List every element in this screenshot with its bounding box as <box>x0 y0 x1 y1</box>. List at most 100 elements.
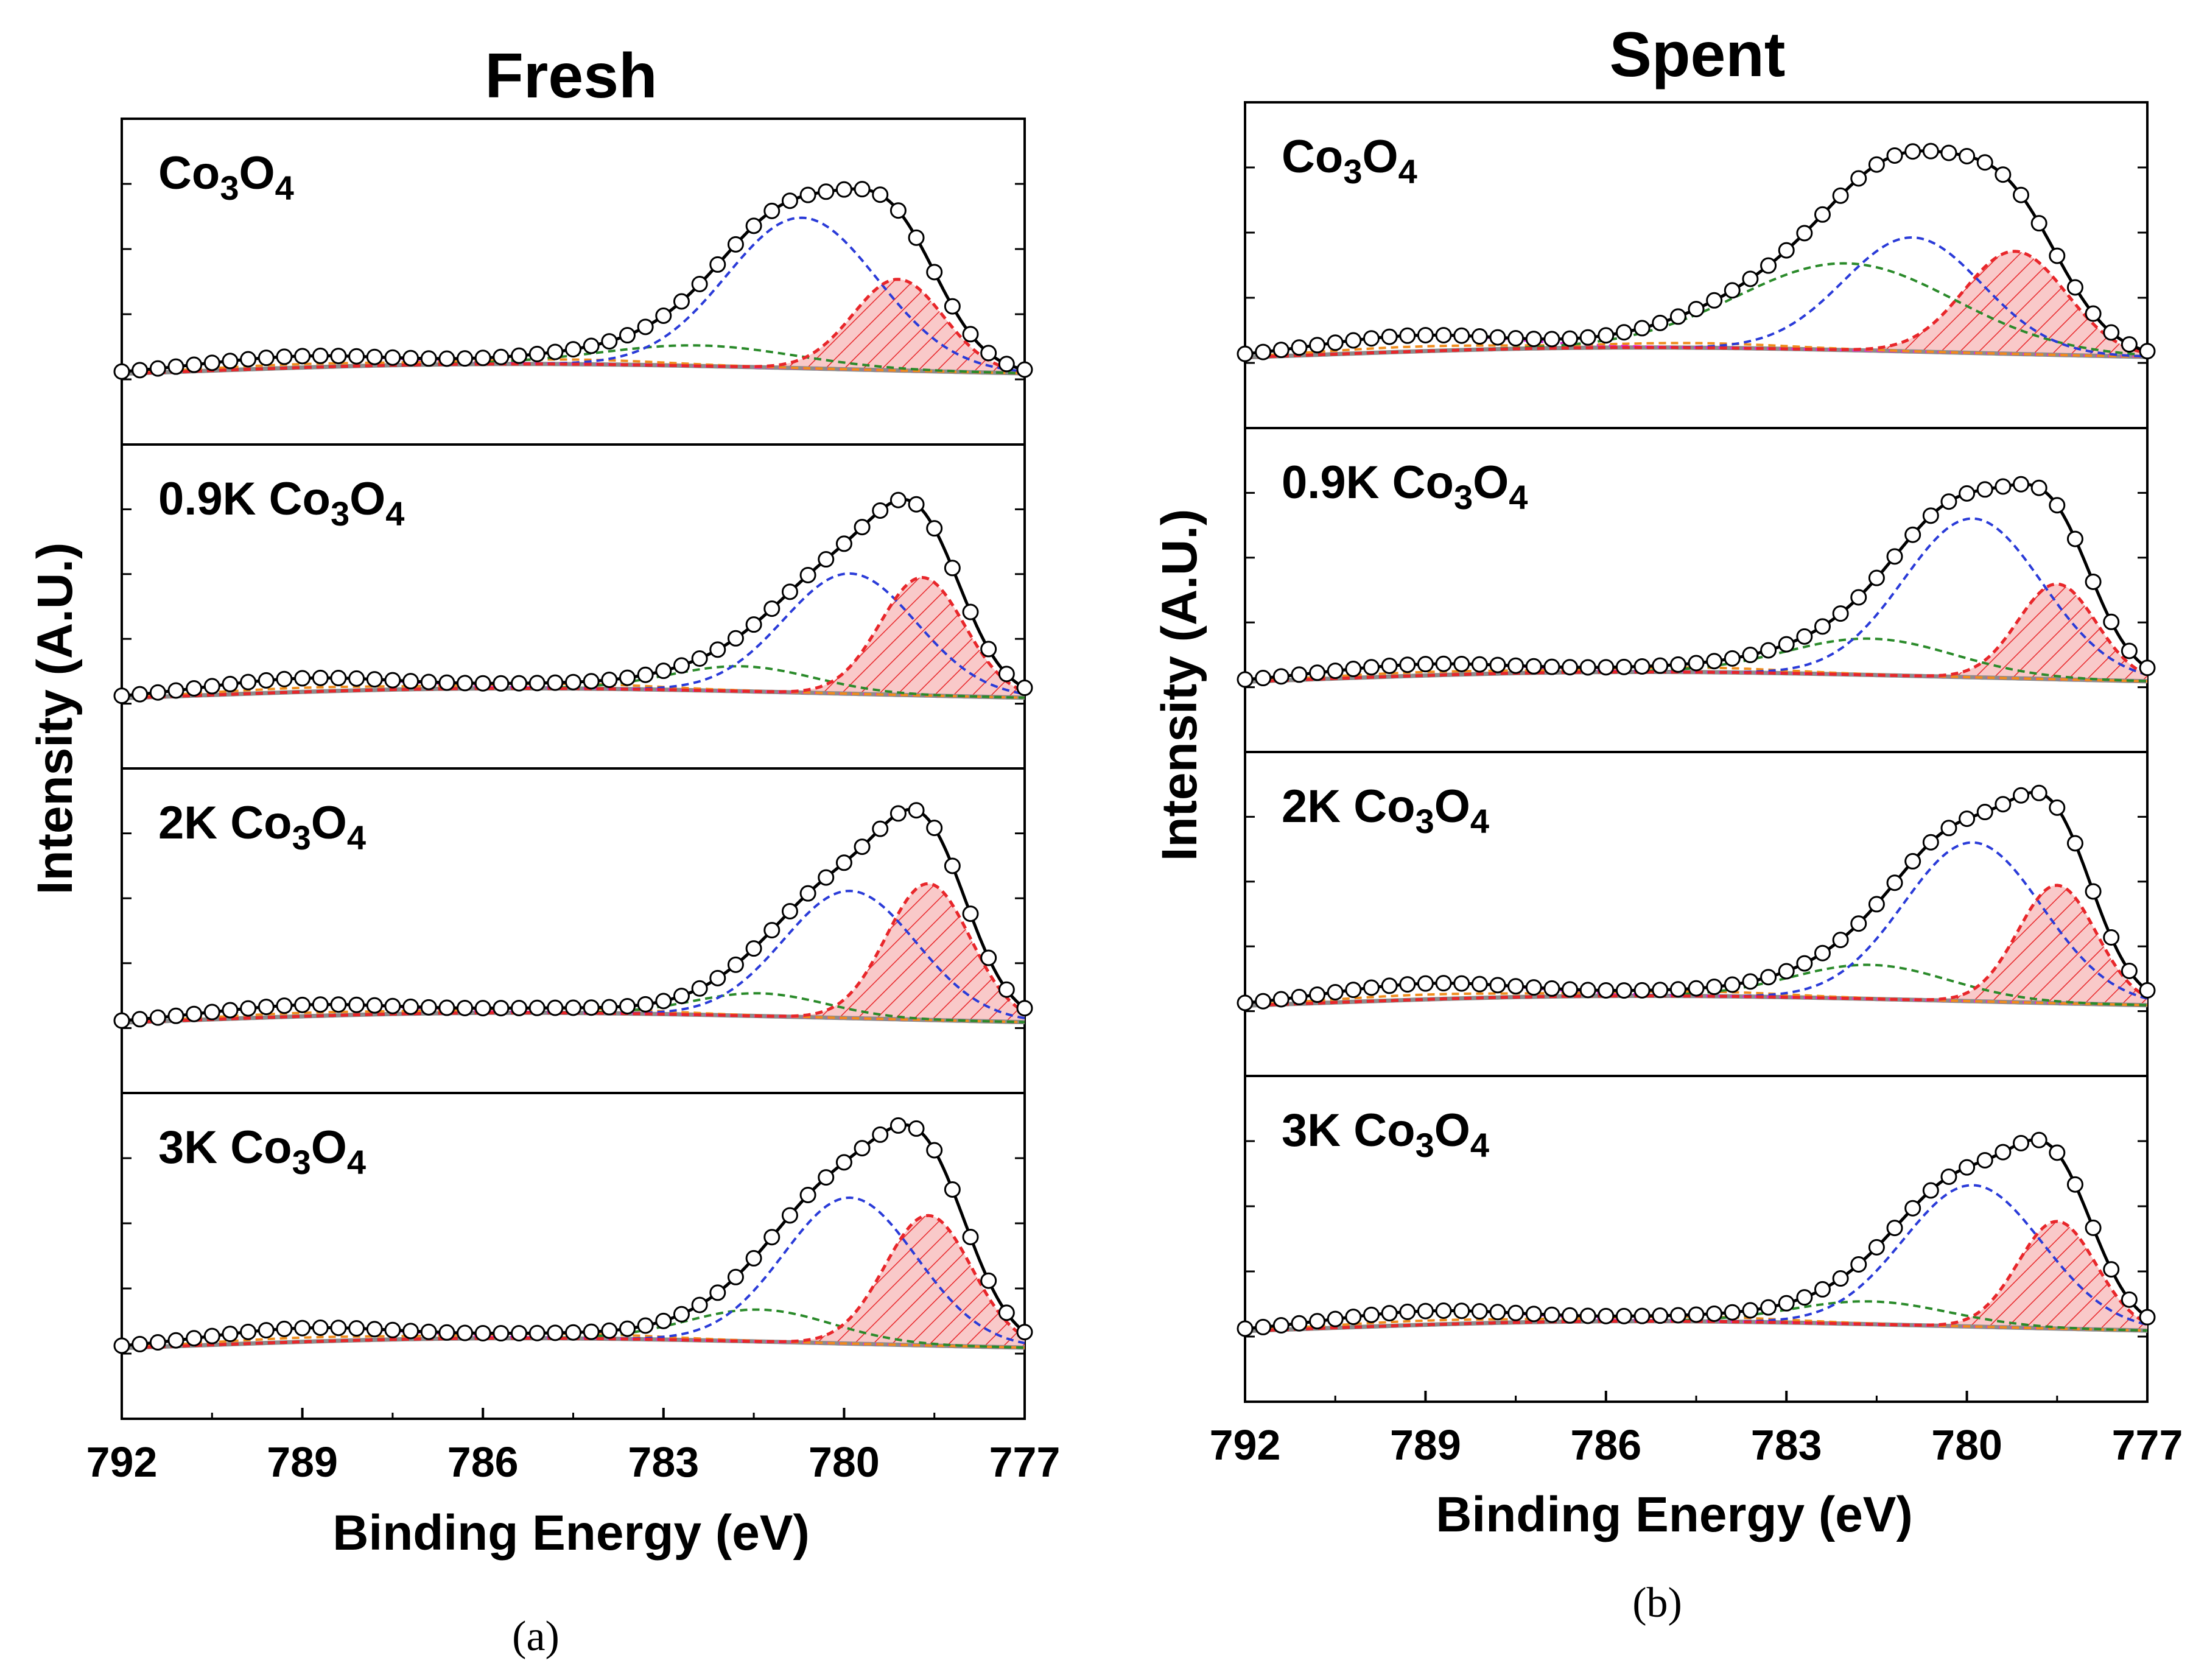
figure-a-panel-2-datapoint <box>528 675 546 692</box>
figure-a-panel-4-label-part: 3K Co <box>158 1122 292 1173</box>
figure-a-panel-1-label-part: O <box>239 147 275 199</box>
figure-a-xlabel: Binding Energy (eV) <box>332 1505 810 1561</box>
figure-b-panel-3-co3-area <box>1245 885 2147 1006</box>
figure-a-panel-1-datapoint <box>763 202 781 219</box>
figure-b-panel-3-label: 2K Co3O4 <box>1282 781 1489 840</box>
figure-a-panel-4-datapoint <box>203 1327 220 1344</box>
figure-a-panel-2-label-part: 3 <box>331 494 349 533</box>
figure-b-panel-3-datapoint <box>1417 975 1434 992</box>
figure-b-panel-4-datapoint <box>1652 1307 1669 1324</box>
figure-b-panel-3-datapoint <box>1995 796 2012 813</box>
figure-a-panel-3-datapoint <box>149 1009 166 1026</box>
figure-a-panel-2-datapoint <box>457 675 474 692</box>
figure-a-panel-1-datapoint <box>457 350 474 367</box>
figure-b-panel-2-datapoint <box>1886 548 1903 565</box>
figure-a-panel-3-datapoint <box>240 1000 257 1017</box>
figure-b-panel-4-datapoint <box>1976 1151 1993 1169</box>
figure-a-panel-3-datapoint <box>113 1012 130 1029</box>
figure-b-panel-2-datapoint <box>1598 659 1615 676</box>
figure-a-panel-3-datapoint <box>908 802 925 819</box>
figure-a-panel-1-datapoint <box>167 358 184 375</box>
figure-b-panel-1-datapoint <box>1886 147 1903 164</box>
figure-a-panel-3-datapoint <box>366 997 383 1014</box>
figure-b-panel-3-datapoint <box>1507 978 1525 995</box>
figure-a-panel-4-datapoint <box>402 1323 419 1340</box>
figure-a-panel-2-datapoint <box>745 616 762 633</box>
figure-a-panel-1-datapoint <box>637 318 654 336</box>
figure-b-xtick-label: 783 <box>1751 1421 1822 1469</box>
figure-b-panel-1-datapoint <box>1363 330 1380 347</box>
figure-b-panel-1-datapoint <box>1959 147 1976 164</box>
figure-a-panel-3-datapoint <box>926 820 943 837</box>
figure-b-panel-4-label-part: 4 <box>1470 1126 1489 1164</box>
figure-b-panel-1-datapoint <box>1255 343 1272 360</box>
figure-b-panel-4-label-part: 3 <box>1416 1126 1434 1164</box>
figure-b-panel-2-datapoint <box>1796 628 1813 645</box>
figure-b-panel-1-datapoint <box>1940 144 1957 161</box>
figure-a-panel-4-datapoint <box>835 1154 852 1171</box>
figure-a-panel-3-datapoint <box>619 997 636 1014</box>
figure-a-panel-4-datapoint <box>186 1330 203 1347</box>
figure-a-panel-2-datapoint <box>312 669 329 686</box>
figure-a-panel-3-datapoint <box>222 1002 239 1019</box>
figure-a-panel-2-datapoint <box>113 687 130 705</box>
figure-b-panel-3-datapoint <box>1904 852 1921 870</box>
figure-b-panel-3-datapoint <box>1633 982 1651 999</box>
figure-a-xtick-label: 789 <box>267 1438 338 1486</box>
figure-a-panel-3-datapoint <box>384 997 401 1014</box>
figure-a-panel-4-datapoint <box>926 1142 943 1159</box>
figure-a-panel-3-datapoint <box>745 940 762 957</box>
figure-b-panel-3-datapoint <box>1327 984 1344 1001</box>
figure-a-panel-2-datapoint <box>709 641 726 658</box>
figure-a-panel-1: Co3O4 <box>113 118 1033 446</box>
figure-b-panel-3-datapoint <box>1399 976 1416 993</box>
figure-b-panel-1-datapoint <box>1562 330 1579 347</box>
figure-a-ylabel: Intensity (A.U.) <box>27 543 83 895</box>
figure-a-xtick-label: 777 <box>989 1438 1061 1486</box>
figure-b-panel-1-datapoint <box>1706 292 1723 309</box>
figure-b-panel-2-datapoint <box>1724 650 1741 667</box>
figure-b-xlabel: Binding Energy (eV) <box>1436 1487 1913 1542</box>
figure-b-panel-2: 0.9K Co3O4 <box>1237 427 2156 753</box>
figure-b-panel-1-datapoint <box>1633 320 1651 337</box>
figure-b-panel-3-datapoint <box>1796 955 1813 972</box>
figure-b-panel-3-datapoint <box>1562 981 1579 998</box>
figure-b-panel-4-datapoint <box>1959 1159 1976 1176</box>
figure-a-panel-4-label-part: 3 <box>292 1143 311 1181</box>
figure-b-panel-2-datapoint <box>2121 642 2138 659</box>
figure-a-panel-4-datapoint <box>854 1140 871 1157</box>
figure-b-panel-1-datapoint <box>1922 142 1939 160</box>
figure-b-panel-3-datapoint <box>1598 982 1615 999</box>
figure-b-panel-4-datapoint <box>2121 1291 2138 1308</box>
figure-a-panel-3-datapoint <box>132 1011 149 1028</box>
figure-a-xtick-label: 792 <box>86 1438 158 1486</box>
figure-a-panel-2-datapoint <box>149 684 166 701</box>
figure-b-panel-1-datapoint <box>1742 270 1759 287</box>
figure-a-panel-1-datapoint <box>149 360 166 377</box>
figure-b-panel-4-datapoint <box>1435 1302 1452 1320</box>
figure-b-panel-3-datapoint <box>1525 979 1542 996</box>
figure-a-panel-2-datapoint <box>998 666 1015 683</box>
figure-a-panel-3-datapoint <box>872 820 889 837</box>
figure-b-panel-4-datapoint <box>2103 1261 2120 1278</box>
figure-a-panel-1-datapoint <box>980 345 997 362</box>
figure-a-panel-4-datapoint <box>366 1321 383 1338</box>
figure-b-panel-4-datapoint <box>1814 1281 1831 1298</box>
figure-b-panel-3-datapoint <box>1272 991 1289 1008</box>
figure-b-panel-4-datapoint <box>1562 1307 1579 1324</box>
figure-a-panel-4-datapoint <box>438 1324 455 1341</box>
figure-a-panel-2-datapoint <box>240 673 257 691</box>
figure-a-panel-3-datapoint <box>330 996 347 1013</box>
figure-a-panel-2-datapoint <box>799 566 816 583</box>
figure-a-panel-1-datapoint <box>889 202 907 219</box>
figure-b-panel-3-datapoint <box>1579 982 1596 999</box>
figure-b-panel-4-datapoint <box>1669 1307 1686 1324</box>
figure-b-panel-3-datapoint <box>1669 981 1686 998</box>
figure-b-panel-2-datapoint <box>1706 653 1723 670</box>
figure-a-panel-2-datapoint <box>203 678 220 695</box>
figure-a-panel-3-datapoint <box>962 905 979 923</box>
figure-a-panel-2-datapoint <box>348 670 365 687</box>
figure-a-panel-4-datapoint <box>1016 1324 1033 1341</box>
figure-b-panel-1-datapoint <box>1417 326 1434 343</box>
